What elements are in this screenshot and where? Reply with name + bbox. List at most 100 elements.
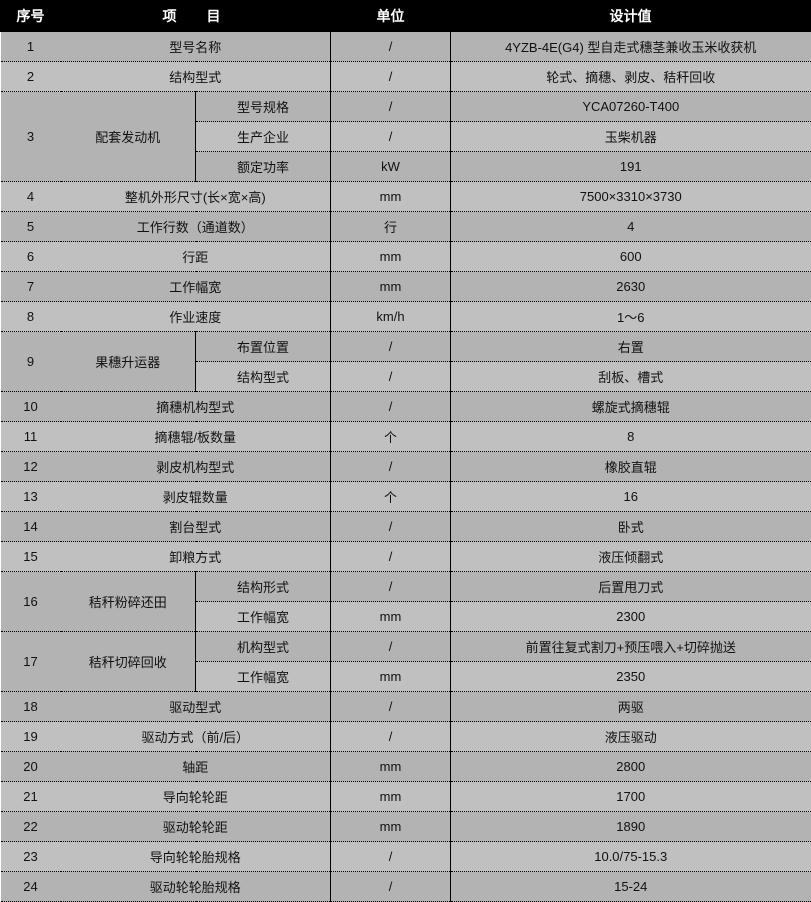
unit-cell: 个 — [331, 422, 451, 452]
serial-cell: 14 — [1, 512, 61, 542]
item-cell: 摘穗机构型式 — [61, 392, 331, 422]
group-cell: 秸秆粉碎还田 — [61, 572, 196, 632]
table-row: 20轴距mm2800 — [1, 752, 811, 782]
serial-cell: 19 — [1, 722, 61, 752]
value-cell: 右置 — [451, 332, 811, 362]
serial-cell: 7 — [1, 272, 61, 302]
col-item: 项 目 — [61, 1, 331, 32]
serial-cell: 6 — [1, 242, 61, 272]
subitem-cell: 生产企业 — [196, 122, 331, 152]
serial-cell: 18 — [1, 692, 61, 722]
serial-cell: 15 — [1, 542, 61, 572]
unit-cell: km/h — [331, 302, 451, 332]
item-cell: 工作幅宽 — [61, 272, 331, 302]
serial-cell: 12 — [1, 452, 61, 482]
value-cell: 1700 — [451, 782, 811, 812]
unit-cell: / — [331, 122, 451, 152]
value-cell: 4 — [451, 212, 811, 242]
table-row: 17秸秆切碎回收机构型式/前置往复式割刀+预压喂入+切碎抛送 — [1, 632, 811, 662]
value-cell: 4YZB-4E(G4) 型自走式穗茎兼收玉米收获机 — [451, 32, 811, 62]
item-cell: 割台型式 — [61, 512, 331, 542]
unit-cell: / — [331, 692, 451, 722]
value-cell: 1～6 — [451, 302, 811, 332]
unit-cell: mm — [331, 182, 451, 212]
value-cell: 卧式 — [451, 512, 811, 542]
value-cell: 螺旋式摘穗辊 — [451, 392, 811, 422]
table-row: 14割台型式/卧式 — [1, 512, 811, 542]
unit-cell: / — [331, 392, 451, 422]
table-row: 10摘穗机构型式/螺旋式摘穗辊 — [1, 392, 811, 422]
col-serial: 序号 — [1, 1, 61, 32]
item-cell: 驱动轮轮距 — [61, 812, 331, 842]
value-cell: 15-24 — [451, 872, 811, 902]
value-cell: 1890 — [451, 812, 811, 842]
serial-cell: 21 — [1, 782, 61, 812]
value-cell: 191 — [451, 152, 811, 182]
unit-cell: / — [331, 842, 451, 872]
value-cell: 600 — [451, 242, 811, 272]
item-cell: 卸粮方式 — [61, 542, 331, 572]
unit-cell: / — [331, 362, 451, 392]
serial-cell: 9 — [1, 332, 61, 392]
table-row: 7工作幅宽mm2630 — [1, 272, 811, 302]
item-cell: 型号名称 — [61, 32, 331, 62]
unit-cell: kW — [331, 152, 451, 182]
unit-cell: 行 — [331, 212, 451, 242]
item-cell: 行距 — [61, 242, 331, 272]
table-row: 15卸粮方式/液压倾翻式 — [1, 542, 811, 572]
col-value: 设计值 — [451, 1, 811, 32]
serial-cell: 5 — [1, 212, 61, 242]
value-cell: 16 — [451, 482, 811, 512]
item-cell: 作业速度 — [61, 302, 331, 332]
unit-cell: / — [331, 32, 451, 62]
table-row: 22驱动轮轮距mm1890 — [1, 812, 811, 842]
item-cell: 驱动轮轮胎规格 — [61, 872, 331, 902]
col-unit: 单位 — [331, 1, 451, 32]
serial-cell: 24 — [1, 872, 61, 902]
table-row: 2结构型式/轮式、摘穗、剥皮、秸秆回收 — [1, 62, 811, 92]
group-cell: 秸秆切碎回收 — [61, 632, 196, 692]
value-cell: 2630 — [451, 272, 811, 302]
value-cell: 前置往复式割刀+预压喂入+切碎抛送 — [451, 632, 811, 662]
unit-cell: / — [331, 512, 451, 542]
table-row: 13剥皮辊数量个16 — [1, 482, 811, 512]
item-cell: 导向轮轮距 — [61, 782, 331, 812]
serial-cell: 10 — [1, 392, 61, 422]
table-row: 24驱动轮轮胎规格/15-24 — [1, 872, 811, 902]
subitem-cell: 额定功率 — [196, 152, 331, 182]
value-cell: 2800 — [451, 752, 811, 782]
item-cell: 导向轮轮胎规格 — [61, 842, 331, 872]
table-row: 19驱动方式（前/后）/液压驱动 — [1, 722, 811, 752]
unit-cell: / — [331, 572, 451, 602]
serial-cell: 3 — [1, 92, 61, 182]
unit-cell: / — [331, 632, 451, 662]
unit-cell: mm — [331, 242, 451, 272]
unit-cell: mm — [331, 752, 451, 782]
table-row: 12剥皮机构型式/橡胶直辊 — [1, 452, 811, 482]
item-cell: 摘穗辊/板数量 — [61, 422, 331, 452]
serial-cell: 22 — [1, 812, 61, 842]
unit-cell: / — [331, 92, 451, 122]
value-cell: 后置甩刀式 — [451, 572, 811, 602]
value-cell: 2350 — [451, 662, 811, 692]
table-row: 18驱动型式/两驱 — [1, 692, 811, 722]
group-cell: 配套发动机 — [61, 92, 196, 182]
value-cell: 玉柴机器 — [451, 122, 811, 152]
unit-cell: / — [331, 452, 451, 482]
table-row: 8作业速度km/h1～6 — [1, 302, 811, 332]
serial-cell: 23 — [1, 842, 61, 872]
serial-cell: 20 — [1, 752, 61, 782]
serial-cell: 16 — [1, 572, 61, 632]
unit-cell: mm — [331, 812, 451, 842]
table-row: 9果穗升运器布置位置/右置 — [1, 332, 811, 362]
subitem-cell: 结构形式 — [196, 572, 331, 602]
serial-cell: 17 — [1, 632, 61, 692]
table-row: 4整机外形尺寸(长×宽×高)mm7500×3310×3730 — [1, 182, 811, 212]
value-cell: 橡胶直辊 — [451, 452, 811, 482]
unit-cell: / — [331, 542, 451, 572]
table-row: 21导向轮轮距mm1700 — [1, 782, 811, 812]
item-cell: 结构型式 — [61, 62, 331, 92]
item-cell: 剥皮机构型式 — [61, 452, 331, 482]
value-cell: YCA07260-T400 — [451, 92, 811, 122]
table-row: 3配套发动机型号规格/YCA07260-T400 — [1, 92, 811, 122]
